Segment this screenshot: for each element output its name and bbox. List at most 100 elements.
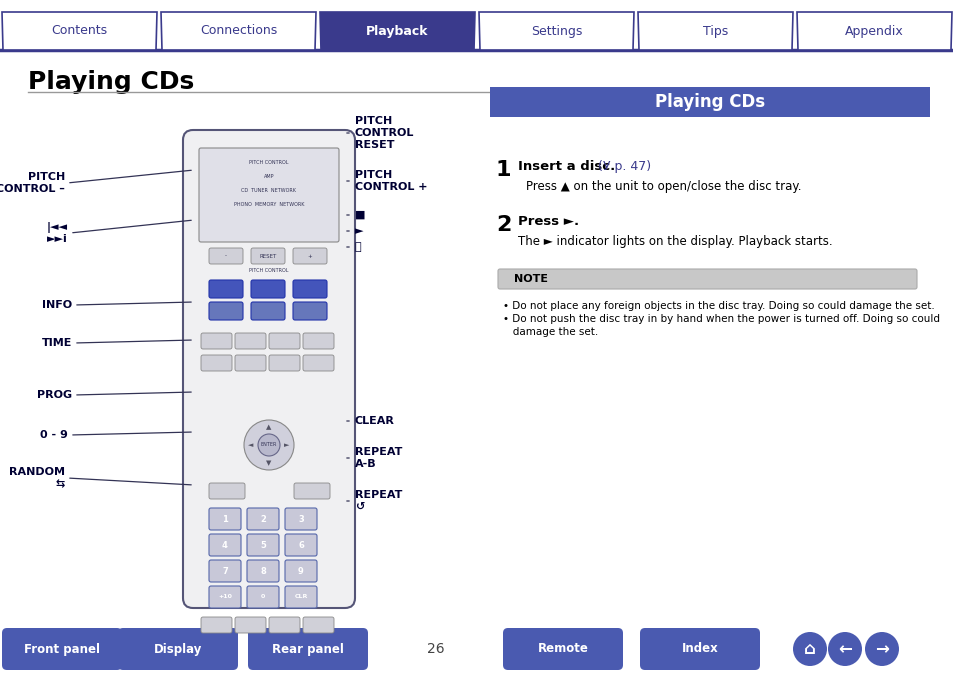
Text: 2: 2 — [260, 514, 266, 524]
FancyBboxPatch shape — [285, 534, 316, 556]
FancyBboxPatch shape — [285, 508, 316, 530]
FancyBboxPatch shape — [209, 586, 241, 608]
Polygon shape — [161, 12, 315, 50]
FancyBboxPatch shape — [209, 534, 241, 556]
FancyBboxPatch shape — [247, 586, 278, 608]
Text: ▼: ▼ — [266, 460, 272, 466]
Polygon shape — [319, 12, 475, 50]
Text: REPEAT
A-B: REPEAT A-B — [355, 447, 402, 469]
Text: →: → — [874, 640, 888, 658]
Text: 0: 0 — [260, 594, 265, 600]
Text: • Do not place any foreign objects in the disc tray. Doing so could damage the s: • Do not place any foreign objects in th… — [502, 301, 934, 311]
FancyBboxPatch shape — [209, 508, 241, 530]
Circle shape — [244, 420, 294, 470]
Circle shape — [864, 632, 898, 666]
Text: PHONO  MEMORY  NETWORK: PHONO MEMORY NETWORK — [233, 201, 304, 207]
Text: damage the set.: damage the set. — [502, 327, 598, 337]
Text: Index: Index — [680, 643, 718, 656]
Text: ■: ■ — [355, 210, 365, 220]
Text: The ► indicator lights on the display. Playback starts.: The ► indicator lights on the display. P… — [517, 235, 832, 248]
FancyBboxPatch shape — [269, 355, 299, 371]
Text: Playback: Playback — [366, 24, 428, 38]
Text: REPEAT
↺: REPEAT ↺ — [355, 490, 402, 511]
FancyBboxPatch shape — [303, 333, 334, 349]
Polygon shape — [478, 12, 634, 50]
FancyBboxPatch shape — [2, 628, 122, 670]
Text: ►: ► — [355, 226, 363, 236]
Circle shape — [827, 632, 862, 666]
Text: 1: 1 — [496, 160, 511, 180]
FancyBboxPatch shape — [247, 560, 278, 582]
FancyBboxPatch shape — [639, 628, 760, 670]
Text: PITCH CONTROL: PITCH CONTROL — [249, 160, 289, 164]
Text: PITCH
CONTROL
RESET: PITCH CONTROL RESET — [355, 116, 414, 149]
Text: Playing CDs: Playing CDs — [655, 93, 764, 111]
FancyBboxPatch shape — [247, 508, 278, 530]
Text: +10: +10 — [218, 594, 232, 600]
Text: ENTER: ENTER — [260, 443, 277, 448]
Circle shape — [257, 434, 280, 456]
Text: (У p. 47): (У p. 47) — [589, 160, 651, 173]
FancyBboxPatch shape — [490, 87, 929, 117]
Text: RANDOM
⇆: RANDOM ⇆ — [9, 467, 65, 489]
FancyBboxPatch shape — [234, 355, 266, 371]
Text: 7: 7 — [222, 567, 228, 575]
Text: 26: 26 — [427, 642, 444, 656]
FancyBboxPatch shape — [209, 280, 243, 298]
Text: Insert a disc.: Insert a disc. — [517, 160, 615, 173]
Text: -: - — [225, 254, 227, 258]
Text: CLR: CLR — [294, 594, 308, 600]
FancyBboxPatch shape — [303, 617, 334, 633]
Polygon shape — [796, 12, 951, 50]
Text: 6: 6 — [297, 540, 304, 549]
Text: 4: 4 — [222, 540, 228, 549]
FancyBboxPatch shape — [234, 333, 266, 349]
Text: Press ►.: Press ►. — [517, 215, 578, 228]
Text: 8: 8 — [260, 567, 266, 575]
Text: Press ▲ on the unit to open/close the disc tray.: Press ▲ on the unit to open/close the di… — [525, 180, 801, 193]
FancyBboxPatch shape — [285, 586, 316, 608]
Text: ▲: ▲ — [266, 424, 272, 430]
FancyBboxPatch shape — [234, 617, 266, 633]
Text: Settings: Settings — [530, 24, 581, 38]
FancyBboxPatch shape — [209, 248, 243, 264]
Text: TIME: TIME — [42, 338, 71, 348]
Text: Tips: Tips — [702, 24, 727, 38]
Text: Remote: Remote — [537, 643, 588, 656]
FancyBboxPatch shape — [269, 617, 299, 633]
Text: 5: 5 — [260, 540, 266, 549]
Text: RESET: RESET — [259, 254, 276, 258]
Text: 2: 2 — [496, 215, 511, 235]
Text: Rear panel: Rear panel — [272, 643, 344, 656]
Text: ←: ← — [837, 640, 851, 658]
FancyBboxPatch shape — [209, 560, 241, 582]
Text: • Do not push the disc tray in by hand when the power is turned off. Doing so co: • Do not push the disc tray in by hand w… — [502, 314, 939, 324]
FancyBboxPatch shape — [269, 333, 299, 349]
Text: ◄: ◄ — [248, 442, 253, 448]
Text: 3: 3 — [297, 514, 304, 524]
Text: +: + — [307, 254, 312, 258]
Text: ⌂: ⌂ — [803, 640, 815, 658]
FancyBboxPatch shape — [251, 302, 285, 320]
FancyBboxPatch shape — [247, 534, 278, 556]
Text: Playing CDs: Playing CDs — [28, 70, 194, 94]
FancyBboxPatch shape — [251, 280, 285, 298]
FancyBboxPatch shape — [201, 617, 232, 633]
FancyBboxPatch shape — [293, 280, 327, 298]
Text: ⏸: ⏸ — [355, 242, 361, 252]
Text: ►: ► — [284, 442, 290, 448]
Text: 9: 9 — [297, 567, 304, 575]
Text: PITCH
CONTROL +: PITCH CONTROL + — [355, 170, 427, 192]
FancyBboxPatch shape — [251, 248, 285, 264]
FancyBboxPatch shape — [502, 628, 622, 670]
FancyBboxPatch shape — [248, 628, 368, 670]
FancyBboxPatch shape — [183, 130, 355, 608]
Text: Appendix: Appendix — [844, 24, 902, 38]
FancyBboxPatch shape — [209, 483, 245, 499]
Text: Front panel: Front panel — [24, 643, 100, 656]
Text: PITCH CONTROL: PITCH CONTROL — [249, 269, 289, 273]
Text: Contents: Contents — [51, 24, 108, 38]
FancyBboxPatch shape — [285, 560, 316, 582]
Text: Display: Display — [153, 643, 202, 656]
FancyBboxPatch shape — [209, 302, 243, 320]
